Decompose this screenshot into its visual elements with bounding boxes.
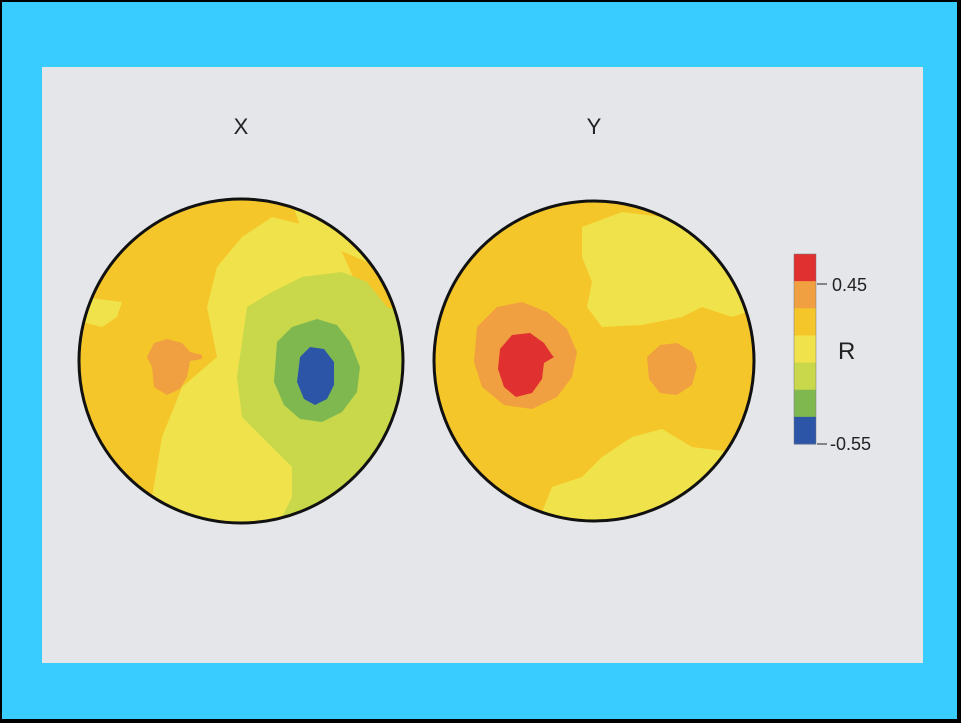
panel-title-y: Y (587, 114, 602, 139)
colorbar-swatch-4 (794, 362, 816, 391)
colorbar: 0.45 R -0.55 (793, 253, 871, 454)
colorbar-swatch-6 (794, 416, 816, 445)
topo-figure: X Y (77, 114, 871, 525)
map-y-outline (432, 199, 756, 523)
map-y-light-upper (582, 212, 754, 327)
colorbar-swatch-0 (794, 254, 816, 282)
topo-map-y (434, 201, 754, 521)
map-x-outline (77, 197, 405, 525)
colorbar-min-label: -0.55 (830, 434, 871, 454)
colorbar-swatch-2 (794, 308, 816, 336)
figure-panel: X Y (42, 67, 923, 663)
colorbar-title: R (838, 338, 855, 365)
topo-map-x (79, 199, 403, 523)
map-y-red-core (498, 333, 554, 397)
map-y-orange-right (647, 343, 697, 395)
colorbar-max-label: 0.45 (832, 275, 867, 295)
colorbar-swatch-5 (794, 389, 816, 418)
map-x-blue-core (297, 347, 334, 405)
colorbar-swatch-1 (794, 281, 816, 309)
colorbar-swatch-3 (794, 335, 816, 364)
panel-title-x: X (234, 114, 249, 139)
map-x-orange-patch (147, 339, 202, 395)
map-x-left-light (82, 297, 122, 327)
